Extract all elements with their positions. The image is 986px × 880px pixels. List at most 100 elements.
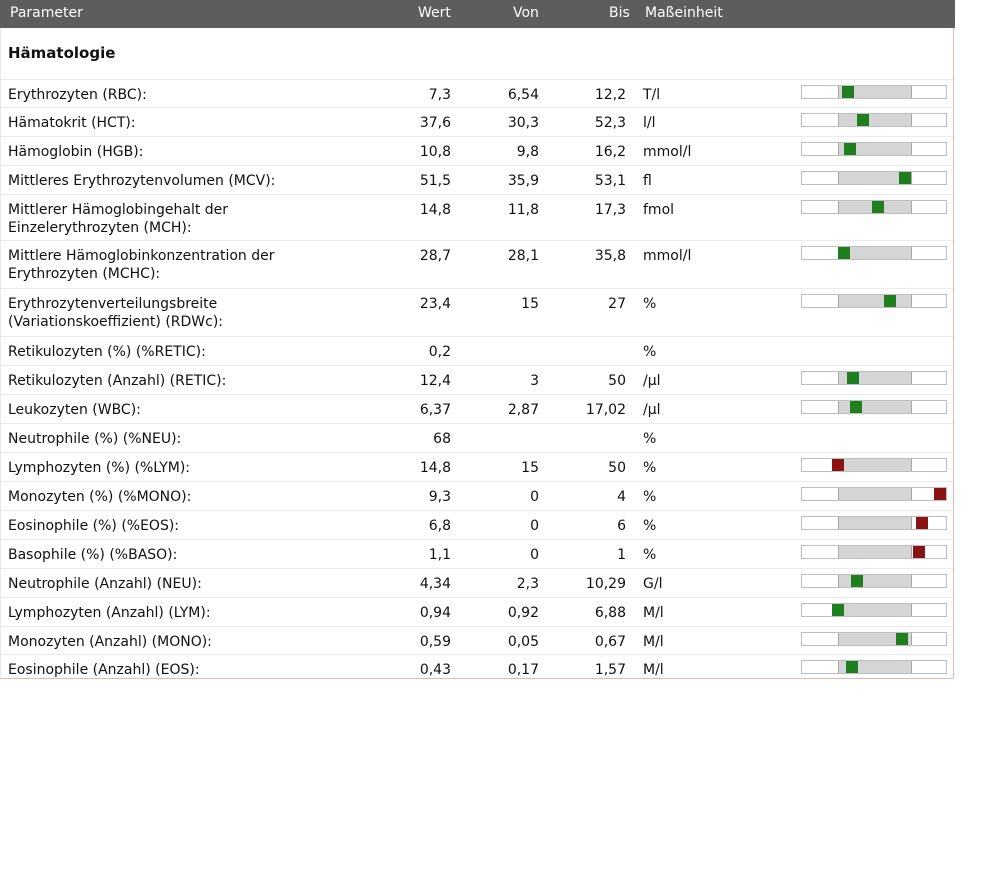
param-name: Retikulozyten (Anzahl) (RETIC): bbox=[8, 373, 227, 389]
param-name: Eosinophile (%) (%EOS): bbox=[8, 518, 180, 534]
param-name: Basophile (%) (%BASO): bbox=[8, 547, 178, 563]
divider bbox=[1, 79, 953, 80]
value-marker bbox=[856, 114, 869, 126]
unit: % bbox=[643, 547, 657, 563]
range-min: 0 bbox=[530, 518, 539, 534]
table-row: Lymphozyten (Anzahl) (LYM): 0,94 0,92 6,88 M… bbox=[1, 598, 953, 627]
value-marker bbox=[934, 488, 946, 500]
table-row: Hämoglobin (HGB): 10,8 9,8 16,2 mmol/l bbox=[1, 137, 953, 166]
value-marker bbox=[845, 661, 858, 673]
range-indicator bbox=[801, 371, 947, 385]
unit: M/l bbox=[643, 634, 664, 650]
reference-range-band bbox=[838, 114, 912, 126]
range-indicator bbox=[801, 660, 947, 674]
range-min: 2,87 bbox=[507, 402, 539, 418]
param-name: Monozyten (%) (%MONO): bbox=[8, 489, 192, 505]
range-max: 50 bbox=[608, 460, 626, 476]
table-row: Erythrozytenverteilungsbreite (Variation… bbox=[1, 289, 953, 337]
param-name: Leukozyten (WBC): bbox=[8, 402, 141, 418]
range-min: 2,3 bbox=[516, 576, 539, 592]
table-row: Neutrophile (%) (%NEU): 68% bbox=[1, 424, 953, 453]
range-indicator bbox=[801, 545, 947, 559]
reference-range-band bbox=[838, 488, 912, 500]
table-row: Leukozyten (WBC): 6,37 2,87 17,02/µl bbox=[1, 395, 953, 424]
range-indicator bbox=[801, 85, 947, 99]
value: 12,4 bbox=[419, 373, 451, 389]
range-indicator bbox=[801, 516, 947, 530]
table-row: Mittleres Erythrozytenvolumen (MCV): 51,5… bbox=[1, 166, 953, 195]
reference-range-band bbox=[838, 604, 912, 616]
value-marker bbox=[831, 459, 844, 471]
unit: % bbox=[643, 344, 657, 360]
value: 37,6 bbox=[419, 115, 451, 131]
unit: % bbox=[643, 460, 657, 476]
value: 68 bbox=[433, 431, 451, 447]
reference-range-band bbox=[838, 401, 912, 413]
param-name: Neutrophile (%) (%NEU): bbox=[8, 431, 182, 447]
value: 28,7 bbox=[419, 248, 451, 264]
reference-range-band bbox=[838, 517, 912, 529]
unit: fl bbox=[643, 173, 652, 189]
table-row: Hämatokrit (HCT): 37,6 30,3 52,3 l/l bbox=[1, 108, 953, 137]
param-name: Mittlerer Hämoglobingehalt der Einzelery… bbox=[8, 202, 229, 236]
range-indicator bbox=[801, 142, 947, 156]
value-marker bbox=[872, 201, 885, 213]
reference-range-band bbox=[838, 143, 912, 155]
value: 0,2 bbox=[428, 344, 451, 360]
range-max: 17,02 bbox=[585, 402, 626, 418]
range-indicator bbox=[801, 574, 947, 588]
range-min: 15 bbox=[521, 296, 539, 312]
value: 1,1 bbox=[428, 547, 451, 563]
value-marker bbox=[913, 546, 926, 558]
value: 10,8 bbox=[419, 144, 451, 160]
value-marker bbox=[841, 86, 854, 98]
unit: l/l bbox=[643, 115, 656, 131]
param-name: Mittlere Hämoglobinkonzentration der Ery… bbox=[8, 248, 275, 282]
range-max: 16,2 bbox=[594, 144, 626, 160]
value-marker bbox=[843, 143, 856, 155]
value: 0,94 bbox=[419, 605, 451, 621]
param-name: Hämoglobin (HGB): bbox=[8, 144, 144, 160]
unit: % bbox=[643, 431, 657, 447]
section-title: Hämatologie bbox=[8, 44, 116, 62]
value: 4,34 bbox=[419, 576, 451, 592]
header-wert: Wert bbox=[418, 5, 451, 21]
range-min: 11,8 bbox=[507, 202, 539, 218]
range-min: 0 bbox=[530, 547, 539, 563]
table-row: Monozyten (Anzahl) (MONO): 0,59 0,05 0,67 M/… bbox=[1, 627, 953, 655]
value: 0,59 bbox=[419, 634, 451, 650]
value-marker bbox=[899, 172, 912, 184]
range-indicator bbox=[801, 458, 947, 472]
table-row: Neutrophile (Anzahl) (NEU): 4,34 2,3 10,29 G… bbox=[1, 569, 953, 598]
range-max: 17,3 bbox=[594, 202, 626, 218]
range-max: 0,67 bbox=[594, 634, 626, 650]
value-marker bbox=[832, 604, 845, 616]
range-indicator bbox=[801, 400, 947, 414]
reference-range-band bbox=[838, 546, 912, 558]
value: 6,37 bbox=[419, 402, 451, 418]
range-max: 6,88 bbox=[594, 605, 626, 621]
range-max: 6 bbox=[617, 518, 626, 534]
unit: M/l bbox=[643, 662, 664, 678]
range-min: 0 bbox=[530, 489, 539, 505]
unit: G/l bbox=[643, 576, 663, 592]
header-bis: Bis bbox=[609, 5, 630, 21]
unit: mmol/l bbox=[643, 248, 692, 264]
range-indicator bbox=[801, 603, 947, 617]
value: 6,8 bbox=[428, 518, 451, 534]
unit: fmol bbox=[643, 202, 675, 218]
unit: M/l bbox=[643, 605, 664, 621]
value-marker bbox=[837, 247, 850, 259]
table-row: Basophile (%) (%BASO): 1,1 0 1% bbox=[1, 540, 953, 569]
value-marker bbox=[915, 517, 928, 529]
unit: /µl bbox=[643, 373, 661, 389]
unit: % bbox=[643, 518, 657, 534]
header-von: Von bbox=[513, 5, 539, 21]
range-min: 3 bbox=[530, 373, 539, 389]
range-indicator bbox=[801, 246, 947, 260]
unit: mmol/l bbox=[643, 144, 692, 160]
param-name: Lymphozyten (%) (%LYM): bbox=[8, 460, 191, 476]
range-indicator bbox=[801, 171, 947, 185]
param-name: Hämatokrit (HCT): bbox=[8, 115, 136, 131]
reference-range-band bbox=[838, 575, 912, 587]
